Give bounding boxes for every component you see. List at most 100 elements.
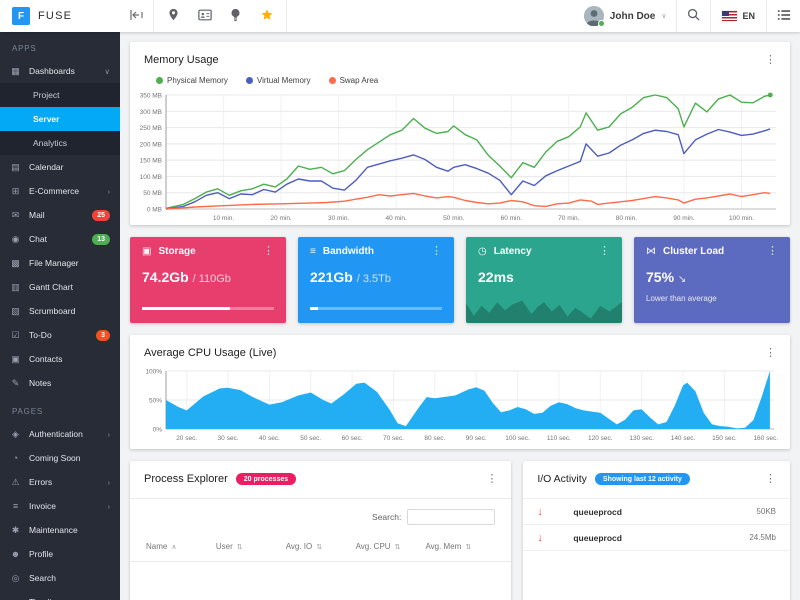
io-activity-title: I/O Activity: [537, 473, 587, 485]
column-label: Name: [146, 542, 168, 551]
kebab-menu-button[interactable]: ⋮: [765, 346, 776, 359]
svg-text:120 sec.: 120 sec.: [588, 435, 613, 442]
legend-item-swap-area: Swap Area: [328, 76, 378, 85]
sidebar-item-contacts[interactable]: ▣ Contacts: [0, 347, 120, 371]
stat-card-total: / 3.5Tb: [356, 273, 391, 285]
quick-panel-button[interactable]: [766, 0, 800, 32]
sidebar-item-maintenance[interactable]: ✱ Maintenance: [0, 518, 120, 542]
logo[interactable]: F FUSE: [0, 0, 120, 32]
star-shortcut-button[interactable]: [251, 0, 282, 32]
sidebar-item-to-do[interactable]: ☑ To-Do 3: [0, 323, 120, 347]
sidebar-item-label: Search: [29, 573, 56, 583]
stat-card-bandwidth: ≡ Bandwidth ⋮ 221Gb / 3.5Tb: [298, 237, 454, 323]
memory-usage-title: Memory Usage: [144, 54, 219, 66]
sidebar-item-coming-soon[interactable]: ◔ Coming Soon: [0, 446, 120, 470]
svg-text:90 min.: 90 min.: [673, 215, 695, 222]
io-row[interactable]: ↓ queueprocd 24.5Mb: [523, 524, 790, 550]
contact-card-icon: [197, 9, 212, 24]
location-icon: [167, 7, 180, 25]
progress-bar: [142, 307, 274, 310]
chevron-right-icon: ›: [108, 598, 111, 600]
logo-icon: F: [12, 7, 30, 25]
sidebar-item-invoice[interactable]: ≡ Invoice ›: [0, 494, 120, 518]
process-search-input[interactable]: [407, 509, 496, 525]
sidebar-item-label: Contacts: [29, 354, 63, 364]
location-shortcut-button[interactable]: [158, 0, 189, 32]
svg-text:70 sec.: 70 sec.: [383, 435, 404, 442]
user-name: John Doe: [609, 10, 656, 22]
kebab-menu-button[interactable]: ⋮: [431, 245, 442, 257]
section-label-pages: PAGES: [12, 407, 43, 416]
kebab-menu-button[interactable]: ⋮: [599, 245, 610, 257]
kebab-menu-button[interactable]: ⋮: [765, 53, 776, 66]
io-activity-list: ↓ queueprocd 50KB ↓ queueprocd 24.5Mb: [523, 498, 790, 550]
kebab-menu-button[interactable]: ⋮: [486, 472, 498, 485]
io-row[interactable]: ↓ queueprocd 50KB: [523, 498, 790, 524]
sidebar-item-chat[interactable]: ◉ Chat 13: [0, 227, 120, 251]
sidebar-item-notes[interactable]: ✎ Notes: [0, 371, 120, 395]
sidebar-item-file-manager[interactable]: ▩ File Manager: [0, 251, 120, 275]
sort-icon: ⇅: [316, 543, 323, 551]
sidebar-subitem-server[interactable]: Server: [0, 107, 120, 131]
legend-dot: [328, 77, 336, 84]
sidebar-item-timeline[interactable]: ▬ Timeline ›: [0, 590, 120, 600]
sidebar-item-errors[interactable]: ⚠ Errors ›: [0, 470, 120, 494]
search-button[interactable]: [676, 0, 710, 32]
column-header-name[interactable]: Name ∧: [146, 542, 216, 551]
memory-usage-card: Memory Usage ⋮ Physical Memory Virtual Me…: [130, 42, 790, 225]
collapse-sidebar-button[interactable]: [120, 0, 154, 32]
history-clock-icon: ◷: [478, 246, 487, 257]
sidebar-item-gantt-chart[interactable]: ▥ Gantt Chart: [0, 275, 120, 299]
bottom-row: Process Explorer 20 processes ⋮ Search: …: [130, 461, 790, 600]
svg-text:130 sec.: 130 sec.: [629, 435, 654, 442]
svg-text:80 min.: 80 min.: [616, 215, 638, 222]
process-table-header: Name ∧ User ⇅ Avg. IO ⇅ Avg. CPU ⇅ Avg. Mem ⇅: [130, 529, 511, 559]
sidebar-subitem-project[interactable]: Project: [33, 90, 60, 100]
column-header-avg-io[interactable]: Avg. IO ⇅: [286, 542, 356, 551]
svg-text:20 sec.: 20 sec.: [176, 435, 197, 442]
memory-usage-chart: 10 min. 20 min. 30 min. 40 min. 50 min. 60 mi…: [140, 93, 776, 222]
sidebar-item-label: Dashboards: [29, 66, 75, 76]
search-label: Search:: [372, 512, 402, 522]
divider: [130, 498, 512, 499]
contacts-shortcut-button[interactable]: [189, 0, 220, 32]
sidebar-item-dashboards[interactable]: ▦ Dashboards ∨: [0, 59, 120, 83]
sidebar-subitem-analytics[interactable]: Analytics: [33, 138, 68, 148]
io-activity-badge: Showing last 12 activity: [594, 473, 690, 485]
sidebar-item-e-commerce[interactable]: ⊞ E-Commerce ›: [0, 179, 120, 203]
kebab-menu-button[interactable]: ⋮: [767, 245, 778, 257]
sidebar-item-authentication[interactable]: ◈ Authentication ›: [0, 422, 120, 446]
dashboards-submenu: Project Server Analytics: [0, 83, 120, 155]
stat-card-value: 221Gb / 3.5Tb: [310, 269, 391, 285]
sidebar-item-calendar[interactable]: ▤ Calendar: [0, 155, 120, 179]
svg-text:300 MB: 300 MB: [140, 109, 162, 116]
notes-icon: ✎: [11, 377, 20, 388]
sidebar-item-search[interactable]: ◎ Search: [0, 566, 120, 590]
progress-bar: [310, 307, 442, 310]
lightbulb-shortcut-button[interactable]: [220, 0, 251, 32]
contacts-icon: ▣: [11, 353, 20, 364]
chevron-right-icon: ›: [107, 477, 111, 487]
svg-text:50 sec.: 50 sec.: [300, 435, 321, 442]
svg-text:70 min.: 70 min.: [558, 215, 580, 222]
svg-text:20 min.: 20 min.: [270, 215, 292, 222]
column-header-user[interactable]: User ⇅: [216, 542, 286, 551]
sidebar-item-profile[interactable]: ☻ Profile: [0, 542, 120, 566]
sidebar-item-mail[interactable]: ✉ Mail 25: [0, 203, 120, 227]
sidebar-item-label: Maintenance: [29, 525, 78, 535]
stat-card-value: 75% ↘: [646, 269, 687, 285]
process-count-badge: 20 processes: [235, 473, 297, 485]
kebab-menu-button[interactable]: ⋮: [765, 472, 776, 485]
sidebar-item-scrumboard[interactable]: ▧ Scrumboard: [0, 299, 120, 323]
user-menu[interactable]: John Doe ∨: [574, 0, 677, 32]
column-header-avg-mem[interactable]: Avg. Mem ⇅: [425, 542, 495, 551]
svg-text:30 sec.: 30 sec.: [218, 435, 239, 442]
language-selector[interactable]: EN: [710, 0, 766, 32]
svg-text:350 MB: 350 MB: [140, 93, 162, 100]
svg-text:60 sec.: 60 sec.: [342, 435, 363, 442]
column-header-avg-cpu[interactable]: Avg. CPU ⇅: [356, 542, 426, 551]
kebab-menu-button[interactable]: ⋮: [263, 245, 274, 257]
svg-text:100 min.: 100 min.: [729, 215, 754, 222]
stat-card-cluster-load: ⋈ Cluster Load ⋮ 75% ↘ Lower than average: [634, 237, 790, 323]
to-do-badge: 3: [96, 329, 110, 341]
